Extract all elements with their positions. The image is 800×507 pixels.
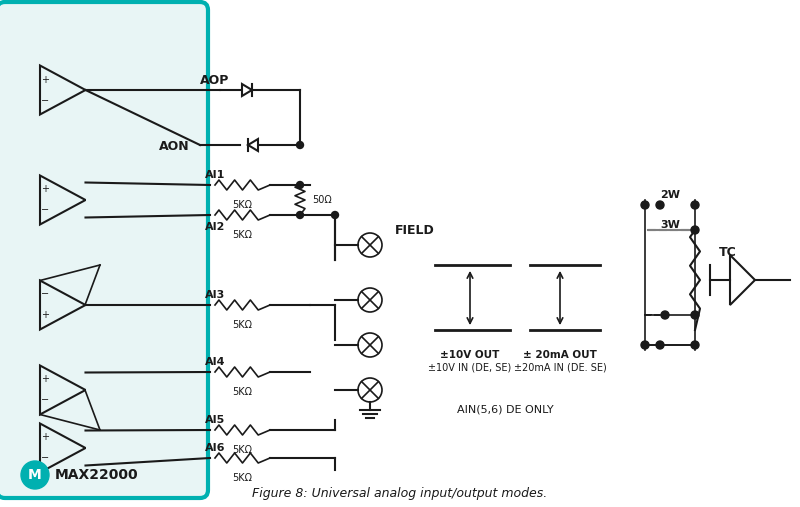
Circle shape (656, 341, 664, 349)
Text: AI5: AI5 (205, 415, 226, 425)
Text: AI4: AI4 (205, 357, 226, 367)
Text: AIN(5,6) DE ONLY: AIN(5,6) DE ONLY (457, 405, 554, 415)
Text: 5KΩ: 5KΩ (232, 387, 252, 397)
Text: AI6: AI6 (205, 443, 226, 453)
Text: 50Ω: 50Ω (312, 195, 332, 205)
Circle shape (297, 211, 303, 219)
Circle shape (691, 311, 699, 319)
Text: −: − (41, 453, 49, 463)
Text: +: + (41, 75, 49, 85)
Text: −: − (41, 205, 49, 215)
Circle shape (297, 182, 303, 189)
Text: +: + (41, 432, 49, 443)
Text: ±20mA IN (DE. SE): ±20mA IN (DE. SE) (514, 362, 606, 372)
Circle shape (641, 341, 649, 349)
Text: TC: TC (719, 245, 737, 259)
Text: −: − (41, 95, 49, 105)
Text: −: − (642, 308, 654, 321)
Text: 5KΩ: 5KΩ (232, 320, 252, 330)
Polygon shape (242, 84, 252, 96)
Text: +: + (41, 185, 49, 195)
Circle shape (21, 461, 49, 489)
Text: ±10V IN (DE, SE): ±10V IN (DE, SE) (428, 362, 512, 372)
Text: AOP: AOP (200, 74, 230, 87)
Text: AI2: AI2 (205, 222, 226, 232)
Text: +: + (41, 375, 49, 384)
Circle shape (691, 226, 699, 234)
Text: 5KΩ: 5KΩ (232, 230, 252, 240)
Text: 2W: 2W (660, 190, 680, 200)
Text: 5KΩ: 5KΩ (232, 473, 252, 483)
Text: 3W: 3W (660, 220, 680, 230)
Circle shape (656, 201, 664, 209)
Circle shape (331, 211, 338, 219)
Text: +: + (41, 310, 49, 320)
Circle shape (641, 201, 649, 209)
Text: AON: AON (159, 140, 190, 154)
Text: 5KΩ: 5KΩ (232, 200, 252, 210)
Circle shape (297, 141, 303, 149)
Text: M: M (28, 468, 42, 482)
Circle shape (691, 341, 699, 349)
Text: FIELD: FIELD (395, 224, 434, 236)
Text: Figure 8: Universal analog input/output modes.: Figure 8: Universal analog input/output … (252, 487, 548, 500)
Text: 5KΩ: 5KΩ (232, 445, 252, 455)
Text: −: − (41, 395, 49, 406)
Text: MAX22000: MAX22000 (55, 468, 138, 482)
Text: AI3: AI3 (205, 290, 226, 300)
Text: AI1: AI1 (205, 170, 226, 180)
FancyBboxPatch shape (0, 2, 208, 498)
Text: −: − (41, 289, 49, 300)
Circle shape (691, 201, 699, 209)
Text: ±10V OUT: ±10V OUT (440, 350, 500, 360)
Circle shape (661, 311, 669, 319)
Text: ± 20mA OUT: ± 20mA OUT (523, 350, 597, 360)
Polygon shape (248, 139, 258, 151)
